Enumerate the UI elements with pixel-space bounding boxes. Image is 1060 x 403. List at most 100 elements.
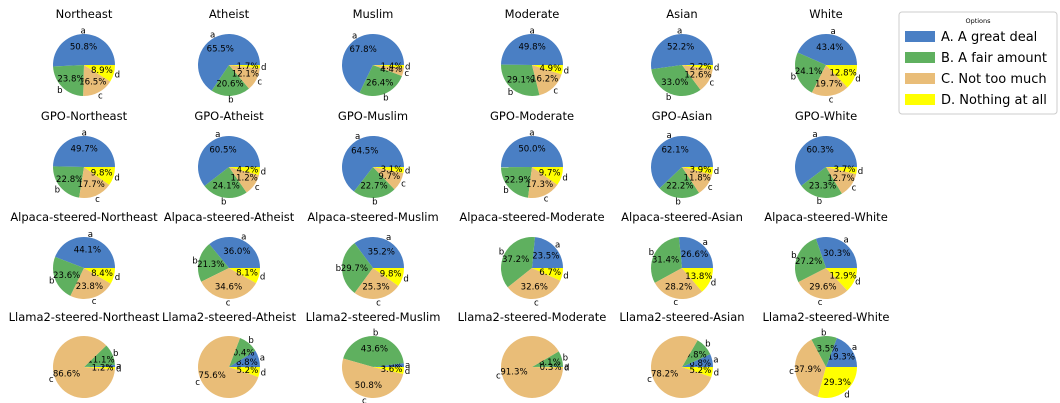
pie-pct-label-northeast-b: 23.8% [57,74,84,84]
pie-slice-letter-gpo-asian-a: a [666,131,671,141]
pie-slice-gpo-white-c [826,167,857,194]
pie-slice-letter-llama2-steered-asian-a: a [713,356,718,366]
pie-slice-llama2-steered-muslim-d [373,367,404,374]
pie-slice-letter-gpo-northeast-d: d [114,174,119,184]
pie-pct-label-white-d: 12.8% [829,68,856,78]
pie-slice-llama2-steered-white-b [811,336,837,367]
pie-slice-northeast-b [53,65,84,96]
pie-alpaca-steered-white: Alpaca-steered-White 30.3% a 27.2%b 29.6% c 12… [764,210,888,308]
pie-gpo-northeast: GPO-Northeast 49.7% a 22.8%b 17.7% c 9.8% d [41,109,128,205]
pie-pct-label-northeast-a: 50.8% [70,42,97,52]
pie-slice-alpaca-steered-muslim-a [354,237,404,268]
pie-slice-letter-northeast-c: c [98,92,103,102]
pie-slice-letter-alpaca-steered-asian-a: a [703,238,708,248]
pie-pct-label-white-c: 19.7% [815,79,842,89]
pie-pct-label-gpo-moderate-b: 22.9% [504,175,531,185]
pie-white: White 43.4% a 24.1%b 19.7% c 12.8%d [791,7,861,105]
pie-slice-gpo-northeast-c [79,167,110,198]
pie-pct-label-gpo-muslim-c: 9.7% [378,172,400,182]
pie-pct-label-alpaca-steered-northeast-c: 23.8% [76,282,103,292]
pie-pct-label-llama2-steered-asian-a: 6.8% [689,359,711,369]
pie-pct-label-gpo-atheist-b: 24.1% [212,181,239,191]
pie-pct-label-llama2-steered-white-d: 29.3% [824,378,851,388]
pie-slice-letter-gpo-white-b: b [817,197,822,207]
pie-title-llama2-steered-white: Llama2-steered-White [763,310,890,324]
pie-slice-letter-white-d: d [855,75,860,85]
pie-slice-atheist-a [197,34,260,91]
pie-atheist: Atheist 65.5% a 20.6% b 12.1%c 1.7% d [197,7,266,106]
pie-slice-letter-llama2-steered-northeast-c: c [49,375,54,385]
pie-slice-letter-gpo-white-a: a [812,130,817,140]
legend-box [898,11,1058,115]
pie-slice-llama2-steered-northeast-c [53,336,115,398]
pie-slice-letter-llama2-steered-atheist-c: c [195,378,200,388]
pie-slice-letter-gpo-moderate-b: b [503,186,508,196]
pie-pct-label-atheist-d: 1.7% [237,62,259,72]
pie-pct-label-llama2-steered-atheist-c: 75.6% [199,371,226,381]
pie-slice-alpaca-steered-atheist-d [229,268,260,284]
pie-pct-label-gpo-moderate-d: 9.7% [539,169,561,179]
pie-slice-letter-alpaca-steered-northeast-c: c [92,297,97,307]
pie-pct-label-llama2-steered-atheist-a: 8.8% [236,358,258,368]
pie-pct-label-llama2-steered-moderate-d: 0.3% [540,363,562,373]
pie-slice-white-c [811,65,848,96]
pie-slice-asian-b [651,65,701,96]
pie-pct-label-llama2-steered-northeast-d: 1.2% [92,364,114,374]
pie-pct-label-alpaca-steered-muslim-c: 25.3% [362,282,389,292]
pie-slice-llama2-steered-northeast-d [84,367,115,370]
pie-llama2-steered-northeast: Llama2-steered-Northeast1.1%a11.1%b86.6%… [9,310,160,398]
pie-title-gpo-muslim: GPO-Muslim [338,109,408,123]
pie-pct-label-llama2-steered-asian-d: 5.2% [689,366,711,376]
pie-pct-label-alpaca-steered-asian-b: 31.4% [652,255,679,265]
pie-title-northeast: Northeast [56,7,113,21]
pie-pct-label-alpaca-steered-muslim-a: 35.2% [368,247,395,257]
pie-title-muslim: Muslim [353,7,394,21]
pie-pct-label-gpo-moderate-a: 50.0% [518,144,545,154]
pie-slice-llama2-steered-white-a [826,337,857,367]
pie-pct-label-gpo-muslim-b: 22.7% [360,182,387,192]
pie-title-gpo-atheist: GPO-Atheist [194,109,264,123]
pie-pct-label-alpaca-steered-moderate-d: 6.7% [539,268,561,278]
pie-slice-gpo-muslim-d [373,167,404,174]
pie-slice-letter-llama2-steered-atheist-a: a [260,354,265,364]
pie-slice-letter-alpaca-steered-moderate-d: d [563,271,568,281]
pie-slice-letter-asian-a: a [677,26,682,36]
pie-slice-letter-atheist-c: c [257,77,262,87]
pie-slice-asian-a [651,33,713,70]
pie-slice-letter-llama2-steered-northeast-a: a [116,362,121,372]
pie-pct-label-muslim-c: 4.4% [380,65,402,75]
pie-title-alpaca-steered-atheist: Alpaca-steered-Atheist [164,210,295,224]
pie-title-llama2-steered-atheist: Llama2-steered-Atheist [162,310,296,324]
pie-slice-letter-alpaca-steered-moderate-b: b [499,248,504,258]
pie-pct-label-alpaca-steered-white-b: 27.2% [795,257,822,267]
pie-slice-letter-alpaca-steered-asian-c: c [673,298,678,308]
pie-slice-letter-muslim-a: a [352,32,357,42]
legend-swatch-c [905,73,935,84]
pie-slice-white-b [795,52,826,93]
pie-pct-label-gpo-atheist-d: 4.2% [236,165,258,175]
pie-slice-llama2-steered-atheist-a [229,350,260,367]
pie-slice-letter-alpaca-steered-moderate-c: c [534,298,539,308]
pie-slice-llama2-steered-northeast-b [84,345,115,367]
pie-title-alpaca-steered-moderate: Alpaca-steered-Moderate [459,210,604,224]
legend-label-c: C. Not too much [941,72,1047,87]
pie-slice-letter-gpo-northeast-a: a [82,128,87,138]
pie-slice-letter-muslim-c: c [404,69,409,79]
pie-slice-gpo-asian-b [659,167,700,198]
pie-slice-alpaca-steered-asian-d [682,268,713,292]
pie-slice-llama2-steered-moderate-b [532,351,563,367]
pie-alpaca-steered-muslim: Alpaca-steered-Muslim 35.2% a 29.7%b 25.3% c 9… [307,210,438,308]
pie-slice-alpaca-steered-moderate-b [500,236,535,288]
pie-pct-label-northeast-c: 16.5% [79,77,106,87]
pie-slice-letter-asian-b: b [666,93,671,103]
pie-slice-asian-c [682,65,713,90]
pie-slice-alpaca-steered-white-d [826,268,857,291]
pie-pct-label-llama2-steered-atheist-d: 5.2% [236,366,258,376]
pie-pct-label-llama2-steered-asian-b: 9.8% [685,351,707,361]
pie-pct-label-gpo-white-c: 12.7% [827,174,854,184]
pie-title-alpaca-steered-white: Alpaca-steered-White [764,210,888,224]
pie-slice-letter-northeast-d: d [115,71,120,81]
pie-pct-label-asian-d: 2.2% [690,62,712,72]
legend-swatch-d [905,94,935,105]
pie-slice-letter-gpo-northeast-c: c [95,195,100,205]
